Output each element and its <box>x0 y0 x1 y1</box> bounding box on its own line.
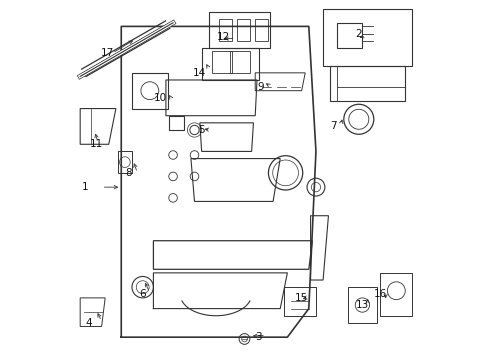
Text: 2: 2 <box>355 28 362 39</box>
Text: 9: 9 <box>257 82 264 92</box>
Text: 17: 17 <box>100 48 113 58</box>
Text: 6: 6 <box>139 289 146 299</box>
Text: 4: 4 <box>85 318 92 328</box>
Text: 13: 13 <box>355 300 368 310</box>
Text: 15: 15 <box>294 293 307 303</box>
Text: 12: 12 <box>216 32 229 42</box>
Text: 16: 16 <box>373 289 386 299</box>
Text: 11: 11 <box>89 139 102 149</box>
Text: 8: 8 <box>125 168 131 178</box>
Text: 14: 14 <box>193 68 206 78</box>
Text: 7: 7 <box>330 121 336 131</box>
Text: 5: 5 <box>198 125 204 135</box>
Text: 1: 1 <box>82 182 89 192</box>
Text: 10: 10 <box>154 93 167 103</box>
Text: 3: 3 <box>255 332 262 342</box>
